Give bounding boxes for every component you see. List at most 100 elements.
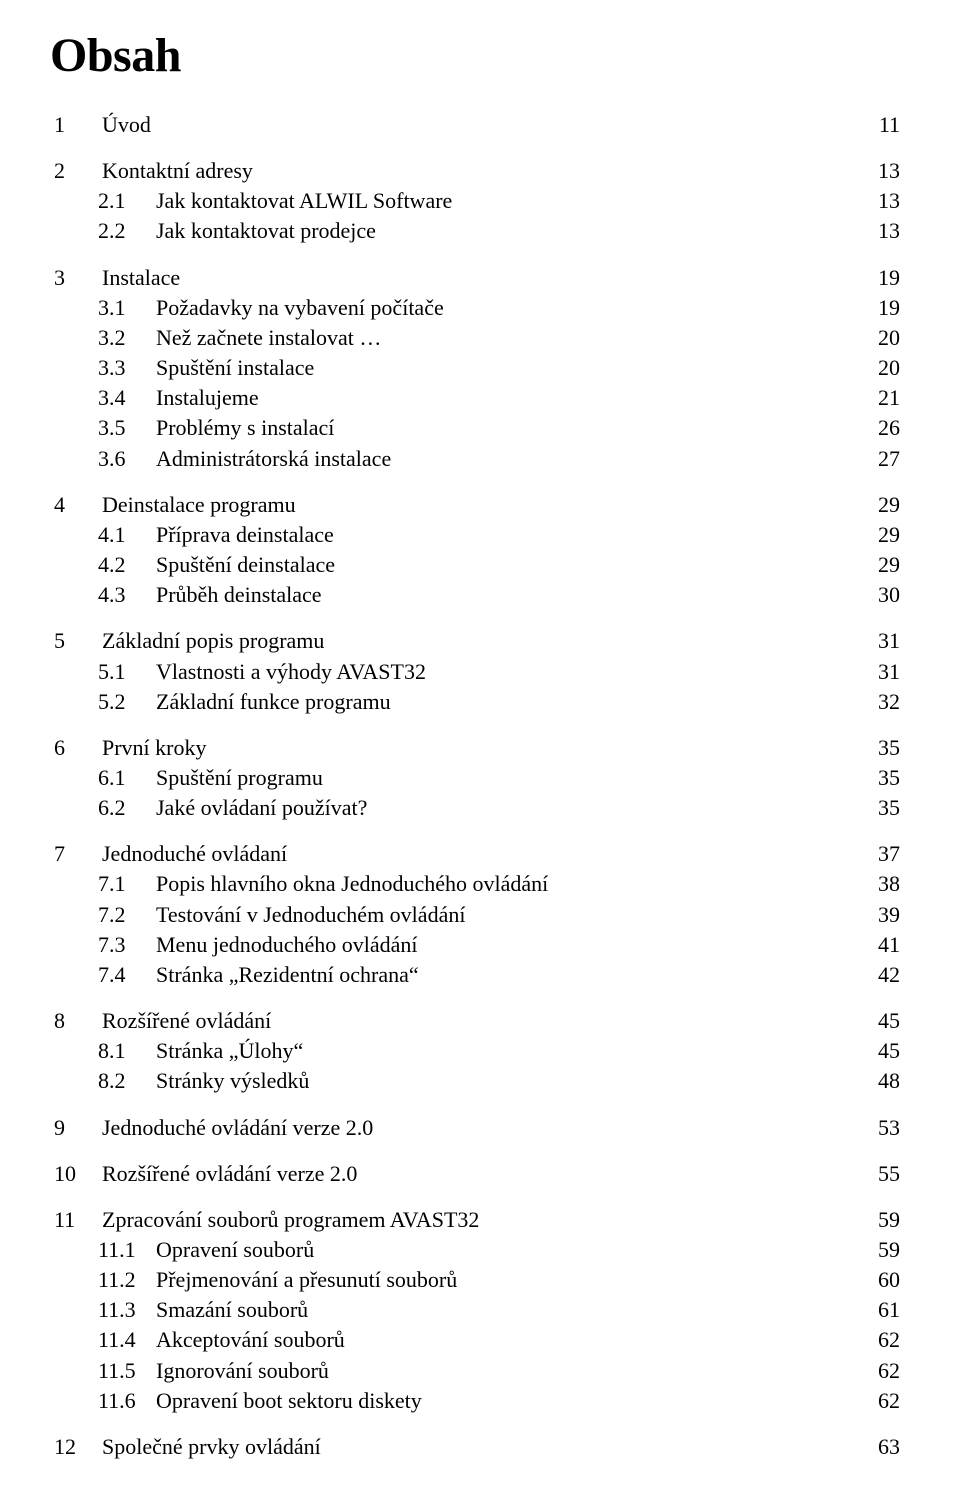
toc-section-row: 5.1Vlastnosti a výhody AVAST3231 [50, 658, 900, 686]
toc-number: 3.1 [98, 294, 156, 322]
toc-label: První kroky [102, 734, 854, 762]
toc-number: 5.2 [98, 688, 156, 716]
toc-section-row: 6.1Spuštění programu35 [50, 764, 900, 792]
toc-section-row: 4.2Spuštění deinstalace29 [50, 551, 900, 579]
toc-number: 1 [50, 111, 102, 139]
toc-section-row: 8.2Stránky výsledků48 [50, 1067, 900, 1095]
table-of-contents: 1Úvod112Kontaktní adresy132.1Jak kontakt… [50, 111, 900, 1461]
toc-page: 29 [854, 551, 900, 579]
toc-label: Deinstalace programu [102, 491, 854, 519]
toc-chapter-row: 11Zpracování souborů programem AVAST3259 [50, 1206, 900, 1234]
toc-section-row: 4.1Příprava deinstalace29 [50, 521, 900, 549]
toc-number: 3 [50, 264, 102, 292]
toc-label: Jaké ovládaní používat? [156, 794, 854, 822]
toc-page: 45 [854, 1037, 900, 1065]
toc-number: 7.1 [98, 870, 156, 898]
toc-chapter-row: 4Deinstalace programu29 [50, 491, 900, 519]
toc-chapter-row: 5Základní popis programu31 [50, 627, 900, 655]
toc-section-row: 7.4Stránka „Rezidentní ochrana“42 [50, 961, 900, 989]
toc-label: Příprava deinstalace [156, 521, 854, 549]
toc-chapter-row: 7Jednoduché ovládaní37 [50, 840, 900, 868]
toc-label: Rozšířené ovládání verze 2.0 [102, 1160, 854, 1188]
toc-number: 2.1 [98, 187, 156, 215]
toc-label: Opravení boot sektoru diskety [156, 1387, 854, 1415]
toc-section-row: 2.2Jak kontaktovat prodejce13 [50, 217, 900, 245]
toc-number: 7.4 [98, 961, 156, 989]
toc-label: Instalujeme [156, 384, 854, 412]
toc-page: 20 [854, 324, 900, 352]
toc-page: 31 [854, 658, 900, 686]
toc-label: Průběh deinstalace [156, 581, 854, 609]
toc-number: 8.2 [98, 1067, 156, 1095]
toc-number: 4.3 [98, 581, 156, 609]
toc-number: 11.2 [98, 1266, 156, 1294]
toc-label: Společné prvky ovládání [102, 1433, 854, 1461]
toc-label: Přejmenování a přesunutí souborů [156, 1266, 854, 1294]
toc-number: 5.1 [98, 658, 156, 686]
toc-chapter-row: 1Úvod11 [50, 111, 900, 139]
toc-section-row: 5.2Základní funkce programu32 [50, 688, 900, 716]
toc-label: Menu jednoduchého ovládání [156, 931, 854, 959]
toc-number: 11.5 [98, 1357, 156, 1385]
toc-chapter-row: 6První kroky35 [50, 734, 900, 762]
toc-page: 59 [854, 1236, 900, 1264]
toc-page: 37 [854, 840, 900, 868]
toc-number: 12 [50, 1433, 102, 1461]
toc-number: 4 [50, 491, 102, 519]
toc-number: 3.5 [98, 414, 156, 442]
toc-page: 13 [854, 217, 900, 245]
toc-label: Zpracování souborů programem AVAST32 [102, 1206, 854, 1234]
toc-label: Jak kontaktovat ALWIL Software [156, 187, 854, 215]
toc-label: Testování v Jednoduchém ovládání [156, 901, 854, 929]
toc-label: Akceptování souborů [156, 1326, 854, 1354]
toc-section-row: 11.5Ignorování souborů62 [50, 1357, 900, 1385]
toc-label: Stránky výsledků [156, 1067, 854, 1095]
toc-page: 39 [854, 901, 900, 929]
toc-page: 45 [854, 1007, 900, 1035]
toc-section-row: 3.1Požadavky na vybavení počítače19 [50, 294, 900, 322]
toc-label: Základní funkce programu [156, 688, 854, 716]
toc-page: 19 [854, 294, 900, 322]
toc-page: 35 [854, 764, 900, 792]
toc-number: 3.3 [98, 354, 156, 382]
toc-label: Popis hlavního okna Jednoduchého ovládán… [156, 870, 854, 898]
toc-label: Opravení souborů [156, 1236, 854, 1264]
toc-number: 8.1 [98, 1037, 156, 1065]
toc-number: 6.1 [98, 764, 156, 792]
toc-label: Než začnete instalovat … [156, 324, 854, 352]
toc-section-row: 7.1Popis hlavního okna Jednoduchého ovlá… [50, 870, 900, 898]
toc-label: Spuštění deinstalace [156, 551, 854, 579]
toc-number: 7.2 [98, 901, 156, 929]
toc-label: Jak kontaktovat prodejce [156, 217, 854, 245]
toc-label: Základní popis programu [102, 627, 854, 655]
toc-page: 55 [854, 1160, 900, 1188]
toc-page: 59 [854, 1206, 900, 1234]
toc-number: 7.3 [98, 931, 156, 959]
toc-section-row: 3.5Problémy s instalací26 [50, 414, 900, 442]
toc-number: 3.6 [98, 445, 156, 473]
toc-section-row: 3.2Než začnete instalovat …20 [50, 324, 900, 352]
toc-page: 61 [854, 1296, 900, 1324]
toc-label: Stránka „Rezidentní ochrana“ [156, 961, 854, 989]
toc-section-row: 3.4Instalujeme21 [50, 384, 900, 412]
toc-page: 30 [854, 581, 900, 609]
toc-label: Kontaktní adresy [102, 157, 854, 185]
toc-page: 11 [854, 111, 900, 139]
toc-label: Rozšířené ovládání [102, 1007, 854, 1035]
toc-page: 53 [854, 1114, 900, 1142]
toc-label: Problémy s instalací [156, 414, 854, 442]
toc-label: Spuštění instalace [156, 354, 854, 382]
toc-section-row: 11.3Smazání souborů61 [50, 1296, 900, 1324]
toc-page: 20 [854, 354, 900, 382]
toc-number: 3.2 [98, 324, 156, 352]
toc-section-row: 4.3Průběh deinstalace30 [50, 581, 900, 609]
toc-number: 6.2 [98, 794, 156, 822]
toc-page: 29 [854, 491, 900, 519]
toc-number: 5 [50, 627, 102, 655]
toc-page: 35 [854, 794, 900, 822]
toc-chapter-row: 10Rozšířené ovládání verze 2.055 [50, 1160, 900, 1188]
toc-label: Požadavky na vybavení počítače [156, 294, 854, 322]
toc-page: 62 [854, 1387, 900, 1415]
toc-section-row: 11.1Opravení souborů59 [50, 1236, 900, 1264]
toc-label: Administrátorská instalace [156, 445, 854, 473]
